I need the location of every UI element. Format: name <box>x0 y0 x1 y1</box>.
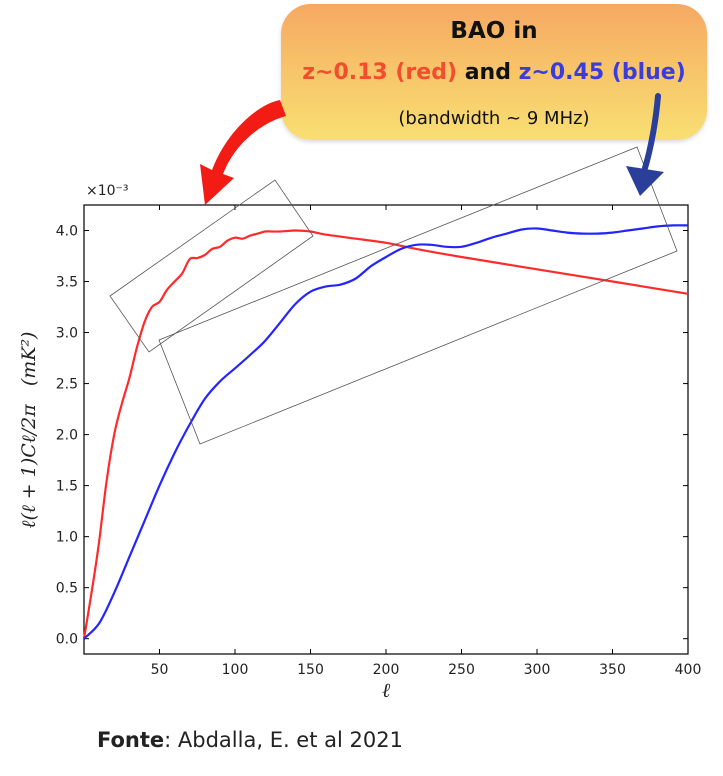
y-tick-label: 4.0 <box>56 224 78 240</box>
x-tick-label: 50 <box>151 662 169 678</box>
blue-series-line <box>83 224 689 640</box>
x-tick-label: 200 <box>373 662 400 678</box>
blue-arrowhead-icon <box>626 166 664 196</box>
y-axis-ticks: 0.0 0.5 1.0 1.5 2.0 2.5 3.0 3.5 4.0 <box>56 224 688 648</box>
x-tick-label: 150 <box>297 662 324 678</box>
x-tick-label: 250 <box>448 662 475 678</box>
plot-frame <box>83 204 689 655</box>
y-axis-multiplier: ×10⁻³ <box>86 183 129 199</box>
callout-title: BAO in <box>450 18 538 44</box>
y-tick-label: 2.0 <box>56 428 78 444</box>
red-series-line <box>82 229 689 639</box>
source-label: Fonte <box>97 728 165 752</box>
x-tick-label: 300 <box>524 662 551 678</box>
callout-blue-label: z~0.45 (blue) <box>518 60 686 85</box>
series-lines <box>82 224 689 640</box>
callout-and-label: and <box>464 60 511 85</box>
bao-callout: BAO in z~0.13 (red) and z~0.45 (blue) (b… <box>281 4 707 140</box>
callout-redshift-line: z~0.13 (red) and z~0.45 (blue) <box>281 60 707 85</box>
y-axis-label: ℓ(ℓ + 1)Cℓ/2π (mK²) <box>18 332 40 529</box>
y-tick-label: 3.5 <box>56 275 78 291</box>
y-tick-label: 1.0 <box>56 530 78 546</box>
x-tick-label: 350 <box>599 662 626 678</box>
y-tick-label: 2.5 <box>56 377 78 393</box>
y-tick-label: 1.5 <box>56 479 78 495</box>
x-axis-label: ℓ <box>382 678 391 702</box>
x-axis-ticks: 50 100 150 200 250 300 350 400 <box>151 205 702 678</box>
x-tick-label: 100 <box>222 662 249 678</box>
blue-bao-highlight-box <box>158 146 678 445</box>
source-text: : Abdalla, E. et al 2021 <box>164 728 403 752</box>
y-tick-label: 0.5 <box>56 581 78 597</box>
callout-red-label: z~0.13 (red) <box>302 60 458 85</box>
callout-bandwidth: (bandwidth ~ 9 MHz) <box>398 108 590 129</box>
red-arrow-icon <box>200 100 286 205</box>
y-tick-label: 0.0 <box>56 632 78 648</box>
x-tick-label: 400 <box>675 662 702 678</box>
blue-arrow-icon <box>642 93 661 171</box>
source-citation: Fonte: Abdalla, E. et al 2021 <box>97 728 403 752</box>
y-tick-label: 3.0 <box>56 326 78 342</box>
red-bao-highlight-box <box>109 179 314 353</box>
